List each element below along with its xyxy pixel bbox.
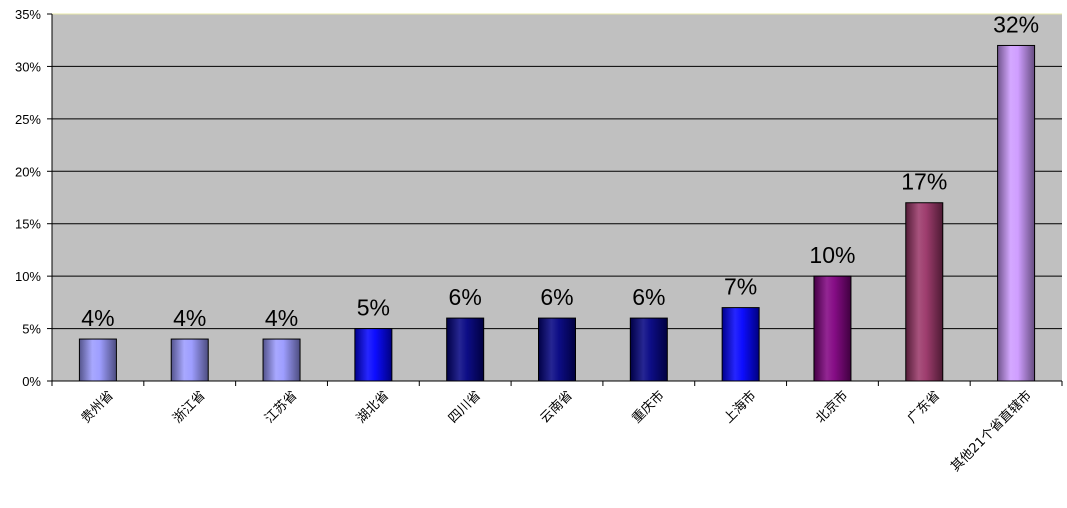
y-tick-label: 0% [22, 374, 41, 389]
bar [905, 202, 944, 382]
data-label: 6% [632, 284, 665, 310]
bar [446, 317, 485, 382]
y-tick-label: 5% [22, 322, 41, 337]
x-category-label: 浙江省 [170, 388, 208, 426]
bar [170, 338, 209, 382]
data-label: 4% [173, 305, 206, 331]
data-label: 17% [901, 169, 947, 195]
data-label: 32% [993, 11, 1039, 37]
y-tick-label: 30% [15, 59, 41, 74]
x-category-label: 贵州省 [79, 388, 117, 426]
x-category-label: 广东省 [905, 388, 943, 426]
y-tick-label: 20% [15, 164, 41, 179]
x-category-label: 上海市 [721, 388, 760, 427]
y-axis-ticks: 0% 5% 10% 15% 20% 25% 30% 35% [15, 7, 52, 389]
data-label: 10% [809, 242, 855, 268]
bar [78, 338, 117, 382]
bar [538, 317, 576, 382]
y-tick-label: 10% [15, 269, 41, 284]
data-label: 6% [540, 284, 573, 310]
x-category-label: 其他21个省直辖市 [948, 388, 1035, 475]
bar [629, 317, 668, 382]
x-category-label: 湖北省 [354, 388, 392, 426]
y-tick-label: 25% [15, 112, 41, 127]
data-labels: 4% 4% 4% 5% 6% 6% 6% 7% 10% 17% 32% [81, 11, 1039, 331]
x-category-label: 北京市 [812, 388, 851, 427]
data-label: 7% [724, 274, 757, 300]
x-category-label: 江苏省 [261, 388, 300, 427]
y-tick-label: 15% [15, 217, 41, 232]
data-label: 6% [449, 284, 482, 310]
axes [51, 14, 1063, 386]
bar [354, 328, 393, 382]
data-label: 4% [265, 305, 298, 331]
bar [997, 44, 1036, 382]
bar [721, 307, 760, 382]
y-tick-label: 35% [15, 7, 41, 22]
x-axis-labels: 贵州省 浙江省 江苏省 湖北省 四川省 云南省 重庆市 上海市 北京市 广东省 其他21个省直辖市 [79, 388, 1035, 475]
bar [813, 275, 852, 382]
data-label: 4% [81, 305, 114, 331]
data-label: 5% [357, 295, 390, 321]
bar [262, 338, 301, 382]
x-category-label: 重庆市 [629, 388, 668, 427]
x-category-label: 云南省 [537, 388, 576, 427]
x-category-label: 四川省 [446, 388, 484, 426]
